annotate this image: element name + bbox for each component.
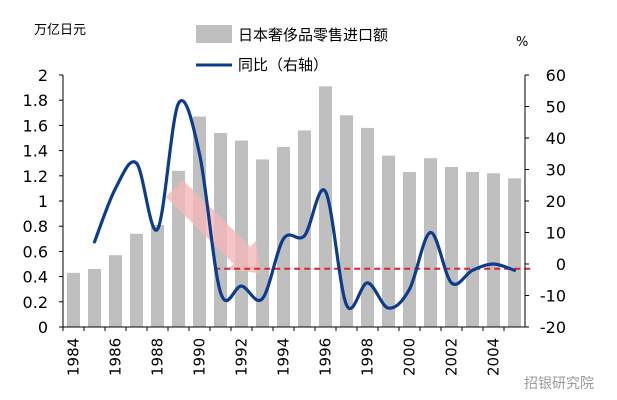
bar [423,158,438,327]
x-tick-label: 1998 [359,338,377,376]
bar [129,233,144,327]
bar [486,173,501,327]
y-left-tick-label: 1.8 [23,91,48,110]
y-right-tick-label: 30 [546,161,566,180]
x-tick-label: 1992 [233,338,251,376]
bar [444,166,459,327]
legend-bar-swatch [196,25,232,43]
legend: 日本奢侈品零售进口额 同比（右轴） [196,25,388,74]
legend-bar-label: 日本奢侈品零售进口额 [238,26,388,44]
x-tick-label: 1988 [149,338,167,376]
y-left-tick-label: 1.6 [23,116,48,135]
bar [255,159,270,327]
legend-line-label: 同比（右轴） [238,56,328,74]
x-tick-label: 1984 [65,338,83,376]
bar [381,155,396,327]
x-tick-label: 1990 [191,338,209,376]
y-right-tick-label: 10 [546,224,566,243]
x-tick-label: 2000 [401,338,419,376]
y-right-tick-label: -20 [540,318,566,337]
bar [297,130,312,327]
x-tick-label: 1996 [317,338,335,376]
y-right-tick-label: 0 [556,255,566,274]
bar [234,140,249,327]
yoy-line [92,99,517,310]
bar [465,172,480,327]
y-left-tick-label: 1 [38,192,48,211]
bar [66,272,81,327]
bar [150,224,165,327]
y-right-tick-label: 40 [546,129,566,148]
y-right-tick-label: 20 [546,192,566,211]
y-right-tick-label: 50 [546,98,566,117]
y-left-tick-label: 0.6 [23,242,48,261]
x-tick-label: 1994 [275,338,293,376]
y-left-tick-label: 1.4 [23,142,48,161]
bar [360,127,375,327]
y-left-tick-label: 0 [38,318,48,337]
bar [507,178,522,327]
y-left-tick-label: 1.2 [23,167,48,186]
y-left-tick-label: 0.8 [23,217,48,236]
y-right-tick-label: -10 [540,287,566,306]
y-right-tick-label: 60 [546,66,566,85]
y-right-unit: % [516,35,528,50]
bar [402,172,417,327]
y-left-tick-label: 0.2 [23,293,48,312]
bar [339,115,354,327]
y-left-unit: 万亿日元 [34,23,86,38]
bar [87,269,102,327]
x-tick-label: 2004 [485,338,503,376]
y-left-tick-label: 0.4 [23,268,48,287]
x-tick-label: 2002 [443,338,461,376]
y-left-tick-label: 2 [38,66,48,85]
watermark-text: 招银研究院 [524,376,594,392]
plot-area: 0 0.2 0.4 0.6 0.8 1 1.2 1.4 1.6 1.8 2 -20 -10 0 10 20 30… [23,66,566,376]
x-tick-label: 1986 [107,338,125,376]
bar [318,86,333,327]
bar [108,255,123,327]
trend-arrow [165,179,261,274]
